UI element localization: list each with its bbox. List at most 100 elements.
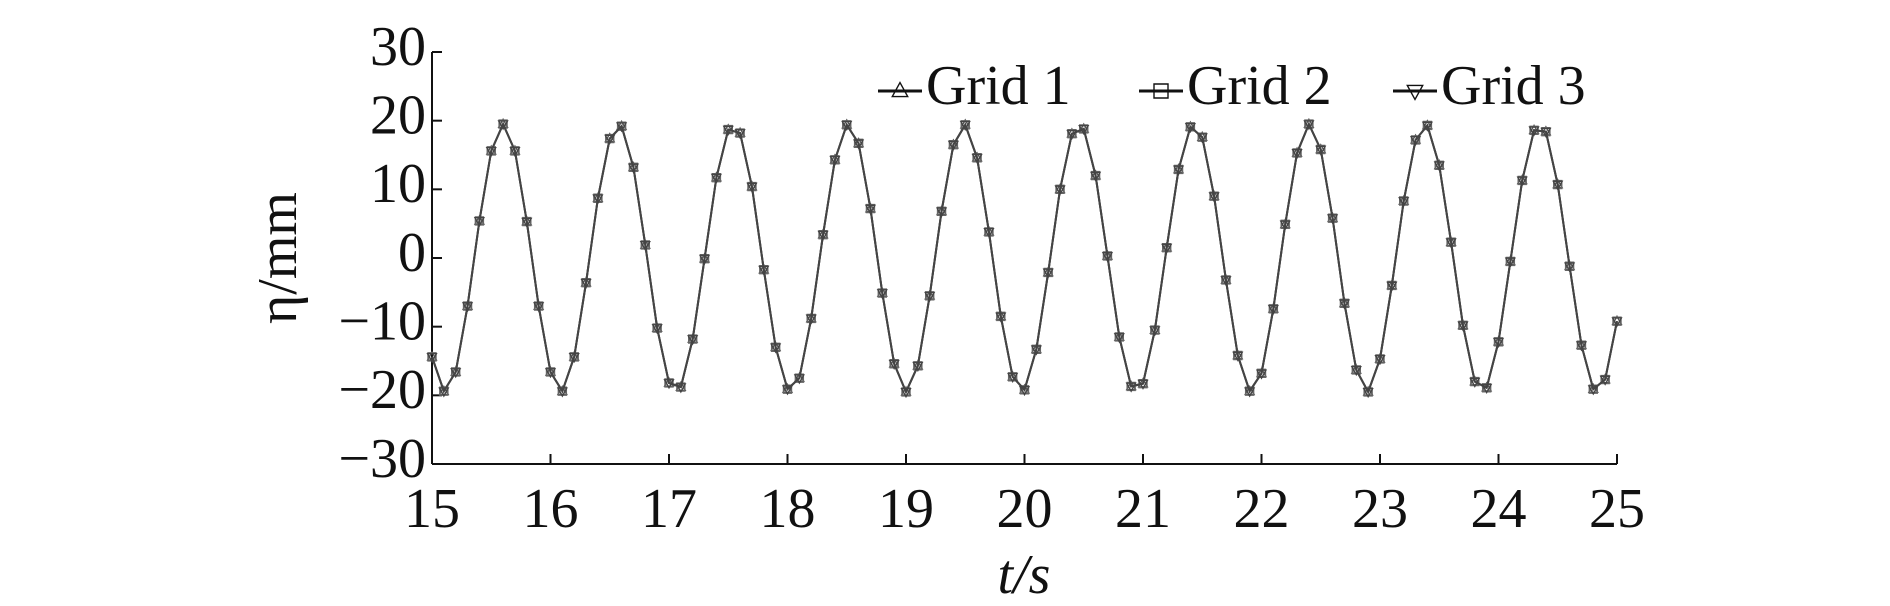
data-point <box>1421 121 1433 132</box>
data-point <box>1504 257 1516 268</box>
data-point <box>616 122 628 133</box>
data-point <box>1599 375 1611 386</box>
data-point <box>876 289 888 300</box>
data-point <box>996 311 1006 322</box>
x-tick-label: 18 <box>760 478 816 540</box>
data-point <box>698 254 711 265</box>
data-point <box>1090 170 1101 181</box>
data-point <box>1457 321 1469 332</box>
x-tick-label: 23 <box>1352 478 1408 540</box>
data-point <box>438 384 450 396</box>
x-tick-label: 16 <box>523 478 579 540</box>
data-point <box>889 359 899 369</box>
data-point <box>675 383 687 394</box>
y-axis-label: η/mm <box>247 192 309 324</box>
data-point <box>1315 145 1327 156</box>
data-point <box>580 278 592 289</box>
data-point <box>841 118 853 129</box>
data-point <box>627 163 640 174</box>
y-tick-label: −20 <box>338 359 426 421</box>
data-point <box>1137 379 1149 390</box>
y-tick-label: 10 <box>370 153 426 215</box>
data-point <box>841 120 853 132</box>
data-point <box>1114 332 1124 342</box>
data-point <box>1339 298 1350 309</box>
data-point <box>545 367 556 377</box>
data-point <box>1350 363 1362 374</box>
y-tick-label: −30 <box>338 428 426 490</box>
x-axis-label: t/s <box>998 544 1051 606</box>
data-point <box>1244 384 1256 396</box>
data-point <box>746 182 758 193</box>
data-point <box>1303 117 1315 128</box>
data-point <box>983 228 995 239</box>
data-point <box>510 146 520 156</box>
data-point <box>1078 125 1090 136</box>
data-point <box>1552 180 1564 191</box>
data-point <box>1196 133 1208 144</box>
data-point <box>1007 372 1019 384</box>
data-point <box>427 352 437 362</box>
data-point <box>544 365 557 376</box>
data-point <box>522 216 532 227</box>
data-point <box>1067 129 1077 139</box>
data-point <box>568 352 580 364</box>
data-point <box>1434 160 1444 170</box>
data-point <box>1125 382 1137 393</box>
data-point <box>1054 185 1066 196</box>
data-point <box>1446 237 1456 247</box>
y-tick-label: −10 <box>338 291 426 353</box>
data-point <box>687 335 699 346</box>
data-point <box>1469 375 1481 386</box>
data-point <box>853 139 865 150</box>
data-point <box>877 288 887 298</box>
data-point <box>912 359 924 370</box>
data-point <box>652 323 662 333</box>
data-point <box>710 173 722 184</box>
data-point <box>1410 135 1421 145</box>
data-point <box>947 140 959 151</box>
x-tick-label: 25 <box>1589 478 1645 540</box>
data-point <box>1409 135 1422 147</box>
data-point <box>473 217 485 228</box>
data-point <box>722 125 734 136</box>
data-point <box>1576 340 1587 350</box>
data-point <box>793 371 805 383</box>
data-point <box>664 378 674 388</box>
data-point <box>1233 350 1243 361</box>
data-point <box>781 385 794 396</box>
data-point <box>1279 220 1291 231</box>
data-point <box>1374 352 1386 363</box>
data-point <box>426 352 438 364</box>
data-point <box>1599 373 1611 384</box>
data-point <box>651 324 663 335</box>
data-point <box>1338 299 1351 310</box>
x-tick-label: 19 <box>878 478 934 540</box>
data-point <box>971 153 983 164</box>
x-tick-label: 22 <box>1234 478 1290 540</box>
data-point <box>1327 214 1339 225</box>
data-point <box>900 385 912 396</box>
data-point <box>1161 243 1173 254</box>
data-point <box>972 153 982 163</box>
data-point <box>544 368 557 379</box>
data-point <box>1470 376 1480 387</box>
data-point <box>1433 161 1445 172</box>
data-point <box>1445 238 1457 249</box>
data-point <box>497 120 509 131</box>
data-point <box>604 134 616 145</box>
data-point <box>1422 120 1433 131</box>
data-point <box>960 120 970 130</box>
data-point <box>1481 383 1493 395</box>
data-point <box>1612 316 1622 326</box>
x-tick-label: 15 <box>404 478 460 540</box>
data-point <box>900 388 912 399</box>
data-point <box>1588 384 1598 394</box>
data-point <box>1327 213 1338 223</box>
data-point <box>1113 333 1125 344</box>
data-point <box>888 359 900 370</box>
data-point <box>1101 252 1114 263</box>
data-point <box>1172 165 1185 176</box>
data-point <box>759 264 769 275</box>
data-point <box>426 350 438 361</box>
